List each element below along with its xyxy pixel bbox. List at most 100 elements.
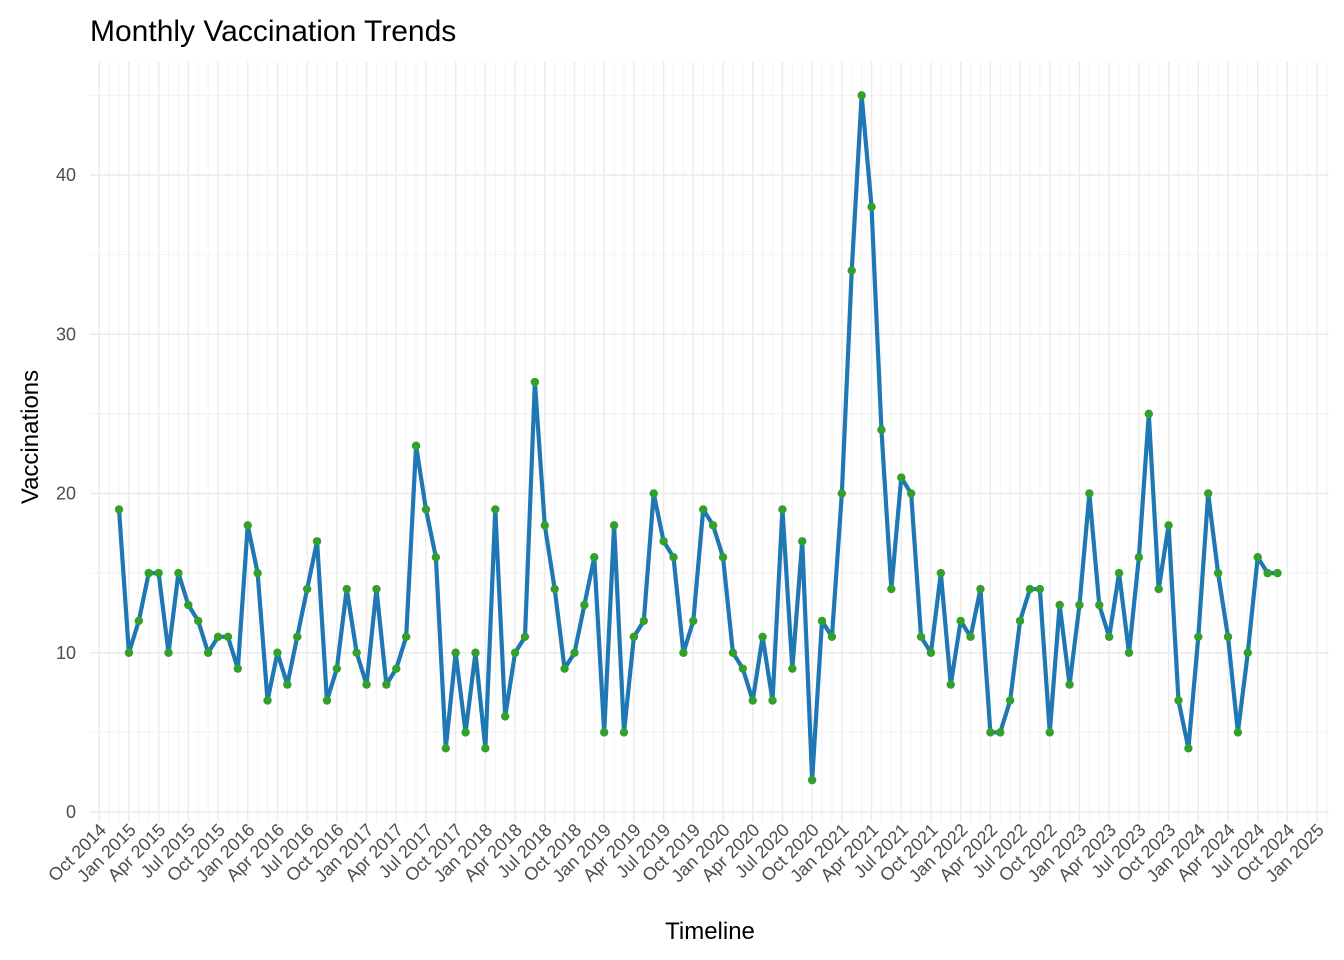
data-point: [1213, 568, 1223, 578]
data-point: [976, 584, 985, 594]
data-point: [1253, 553, 1262, 562]
data-point: [1154, 584, 1163, 594]
data-point: [599, 728, 609, 737]
data-point: [956, 616, 965, 626]
data-point: [768, 696, 777, 705]
data-point: [184, 600, 193, 610]
data-point: [738, 664, 748, 673]
data-point: [293, 632, 302, 642]
data-point: [649, 489, 658, 498]
data-point: [491, 505, 500, 514]
data-point: [223, 632, 233, 642]
data-point: [996, 728, 1005, 737]
data-point: [253, 568, 262, 578]
data-point: [807, 775, 817, 785]
data-point: [827, 632, 837, 642]
data-point: [1243, 648, 1253, 657]
data-point: [1184, 744, 1193, 753]
data-point: [857, 91, 866, 100]
data-point: [748, 696, 757, 705]
data-point: [609, 521, 619, 530]
data-point: [213, 632, 223, 642]
y-tick-label: 30: [56, 324, 76, 344]
data-point: [382, 680, 391, 689]
data-point: [392, 664, 401, 673]
data-point: [689, 616, 698, 626]
data-point: [421, 505, 431, 514]
data-point: [500, 712, 510, 721]
major-gridlines: [90, 62, 1329, 822]
data-point: [1134, 553, 1144, 562]
data-point: [481, 744, 490, 753]
data-point: [540, 521, 549, 530]
data-point: [134, 616, 144, 626]
data-point: [510, 648, 520, 657]
data-point: [194, 616, 203, 626]
data-point: [699, 505, 708, 514]
data-point: [283, 680, 292, 689]
data-point: [144, 568, 153, 578]
data-point: [1164, 521, 1173, 530]
data-point: [164, 648, 173, 657]
data-point: [352, 648, 361, 657]
data-point: [669, 553, 678, 562]
data-point: [946, 680, 955, 689]
data-point: [639, 616, 649, 626]
data-point: [203, 648, 213, 657]
series-line-group: [116, 93, 1278, 783]
data-point: [1223, 632, 1233, 642]
data-point: [451, 648, 460, 657]
data-point: [798, 537, 807, 546]
series-line: [116, 93, 1278, 783]
data-point: [154, 568, 163, 578]
data-point: [1174, 696, 1183, 705]
data-point: [1273, 568, 1282, 578]
data-point: [1025, 584, 1035, 594]
data-point: [778, 505, 787, 514]
data-point: [1114, 568, 1124, 578]
data-point: [629, 632, 639, 642]
data-point: [916, 632, 926, 642]
data-point: [401, 632, 411, 642]
data-point: [986, 728, 995, 737]
data-point: [1055, 600, 1064, 610]
data-point: [679, 648, 688, 657]
data-point: [1233, 728, 1243, 737]
data-point: [847, 266, 856, 275]
data-point: [817, 616, 827, 626]
data-point: [560, 664, 569, 673]
data-point: [372, 584, 381, 594]
y-tick-label: 40: [56, 165, 76, 185]
chart-title: Monthly Vaccination Trends: [90, 15, 456, 48]
data-point: [877, 425, 886, 434]
data-point: [788, 664, 797, 673]
data-point: [461, 728, 470, 737]
data-point: [897, 473, 906, 482]
data-point: [263, 696, 272, 705]
data-point: [619, 728, 629, 737]
y-axis-title: Vaccinations: [17, 370, 44, 504]
data-point: [441, 744, 450, 753]
data-point: [520, 632, 530, 642]
data-point: [926, 648, 936, 657]
data-point: [1095, 600, 1104, 610]
data-point: [659, 537, 668, 546]
data-point: [342, 584, 351, 594]
data-point: [906, 489, 916, 498]
data-point: [124, 648, 134, 657]
data-point: [1015, 616, 1025, 626]
data-point: [1075, 600, 1084, 610]
data-point: [867, 202, 876, 212]
data-point: [1263, 568, 1272, 578]
series-points-group: [114, 91, 1282, 785]
data-point: [174, 568, 183, 578]
data-point: [411, 441, 421, 450]
data-point: [1104, 632, 1114, 642]
data-point: [1035, 584, 1045, 594]
y-axis-tick-labels: 0 10 20 30 40: [56, 165, 76, 822]
data-point: [590, 553, 599, 562]
data-point: [362, 680, 371, 689]
data-point: [728, 648, 738, 657]
